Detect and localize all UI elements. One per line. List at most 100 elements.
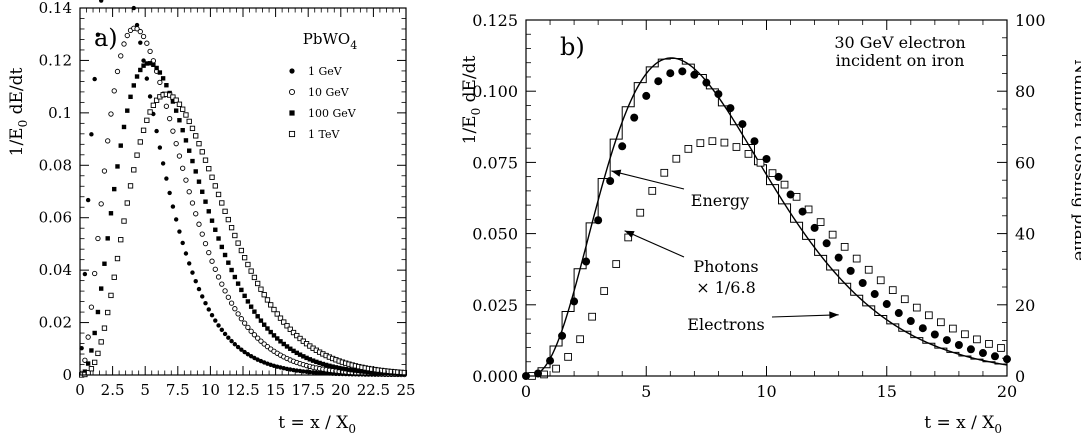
panel-a-y-tick-label: 0.08	[39, 156, 72, 174]
panel-a-data-point	[353, 368, 358, 373]
panel-a-data-point	[287, 326, 293, 332]
panel-a-data-point	[138, 67, 143, 73]
panel-b-photon-point	[985, 340, 993, 348]
panel-a-data-point	[330, 364, 335, 369]
panel-b-annotation-line1: 30 GeV electron	[834, 33, 965, 52]
panel-b-photon-point	[612, 260, 621, 268]
panel-b-label: b)	[560, 33, 585, 61]
panel-a-data-point	[131, 83, 136, 88]
panel-a-data-point	[164, 176, 169, 181]
panel-b-annotation-text: Photons	[693, 257, 758, 276]
panel-a-data-point	[147, 109, 153, 115]
panel-b-electron-point	[966, 345, 975, 354]
panel-b-photons-series	[528, 137, 1005, 380]
panel-a-data-point	[82, 271, 88, 277]
panel-a-data-point	[294, 332, 300, 339]
panel-a-data-point	[226, 335, 231, 340]
panel-a-data-point	[95, 309, 101, 315]
panel-a-data-point	[140, 33, 147, 40]
panel-a-data-point	[173, 97, 179, 103]
panel-a-data-point	[327, 363, 332, 369]
panel-a-data-point	[252, 355, 257, 361]
panel-b-y-axis-label: 1/E0 dE/dt	[460, 55, 483, 144]
panel-b-x-tick-label: 20	[997, 382, 1017, 401]
panel-a-data-point	[187, 261, 192, 266]
panel-a-data-point	[314, 370, 319, 375]
panel-a-data-point	[118, 237, 124, 243]
panel-a-data-point	[111, 88, 117, 94]
panel-b-photon-point	[816, 218, 825, 226]
panel-b-electron-point	[858, 279, 867, 288]
panel-a-data-point	[160, 76, 166, 81]
panel-a-data-point	[101, 168, 108, 174]
panel-a-data-point	[278, 339, 283, 344]
panel-a-data-point	[238, 247, 245, 254]
panel-b-y2-tick-label: 40	[1015, 225, 1035, 244]
panel-a-data-point	[268, 302, 274, 308]
panel-a-data-point	[176, 101, 183, 107]
panel-b-photon-point	[840, 242, 849, 251]
panel-a-data-point	[281, 366, 286, 371]
panel-a-data-point	[228, 224, 235, 231]
panel-a-data-point	[222, 288, 228, 294]
panel-a-data-point	[98, 201, 104, 207]
panel-a-data-point	[190, 270, 195, 275]
panel-b-electron-point	[726, 104, 735, 113]
panel-a-data-point	[170, 99, 176, 104]
panel-b-electron-point	[690, 70, 699, 79]
panel-a-data-point	[124, 32, 130, 39]
panel-a-data-point	[216, 323, 221, 328]
panel-b-electron-point	[594, 216, 603, 225]
panel-a-data-point	[193, 278, 198, 284]
panel-b-electron-point	[762, 154, 771, 163]
panel-a-x-tick-label: 5	[140, 381, 150, 399]
panel-a-data-point	[183, 138, 189, 143]
panel-b-photon-point	[780, 180, 789, 189]
panel-b-annotation-text: Energy	[691, 191, 749, 210]
panel-a-data-point	[95, 32, 101, 37]
panel-a-data-point	[134, 22, 140, 28]
panel-b-photon-point	[672, 154, 681, 163]
panel-b-electron-point	[558, 331, 567, 340]
panel-a-data-point	[229, 267, 234, 273]
panel-a-x-tick-label: 20	[331, 381, 350, 399]
panel-b-electron-point	[654, 77, 663, 86]
panel-a-data-point	[301, 369, 306, 374]
panel-a-data-point	[304, 369, 309, 374]
panel-b-photon-point	[684, 145, 693, 153]
panel-b-y-tick-label: 0.075	[472, 153, 518, 172]
panel-b-photon-point	[768, 169, 777, 177]
panel-a-data-point	[98, 286, 104, 291]
panel-a-data-point	[323, 362, 329, 368]
panel-a-legend-marker	[289, 110, 295, 116]
panel-a-data-point	[226, 260, 231, 265]
panel-a-data-point	[363, 369, 368, 374]
panel-a-x-tick-label: 25	[396, 381, 415, 399]
panel-a-legend-entry: 1 GeV	[308, 65, 343, 78]
panel-a-data-point	[112, 186, 117, 192]
panel-a-data-point	[310, 358, 316, 363]
panel-b-photon-point	[708, 137, 717, 146]
panel-a-data-point	[219, 281, 225, 287]
panel-a-x-axis-label: t = x / X0	[278, 413, 356, 435]
panel-a-data-point	[92, 76, 97, 82]
panel-a-data-point	[209, 218, 215, 223]
panel-b-electron-point	[990, 352, 999, 361]
panel-b-photon-point	[876, 276, 885, 285]
panel-b-photon-point	[588, 312, 596, 321]
panel-a-data-point	[209, 258, 215, 264]
panel-a-data-point	[359, 369, 365, 374]
panel-a-data-point	[251, 274, 258, 281]
panel-b-photon-point	[636, 208, 645, 217]
panel-a-legend-entry: 10 GeV	[308, 86, 350, 99]
panel-b-electron-point	[798, 207, 807, 216]
panel-a-data-point	[183, 251, 189, 256]
panel-b-electron-point	[942, 336, 951, 345]
panel-b-electron-point	[810, 223, 819, 232]
panel-a-data-point	[277, 315, 284, 321]
panel-b-photon-point	[564, 353, 572, 361]
panel-a-data-point	[291, 367, 296, 373]
panel-a-data-point	[294, 350, 299, 356]
panel-b-photon-point	[732, 143, 741, 151]
panel-a-data-point	[239, 287, 244, 293]
